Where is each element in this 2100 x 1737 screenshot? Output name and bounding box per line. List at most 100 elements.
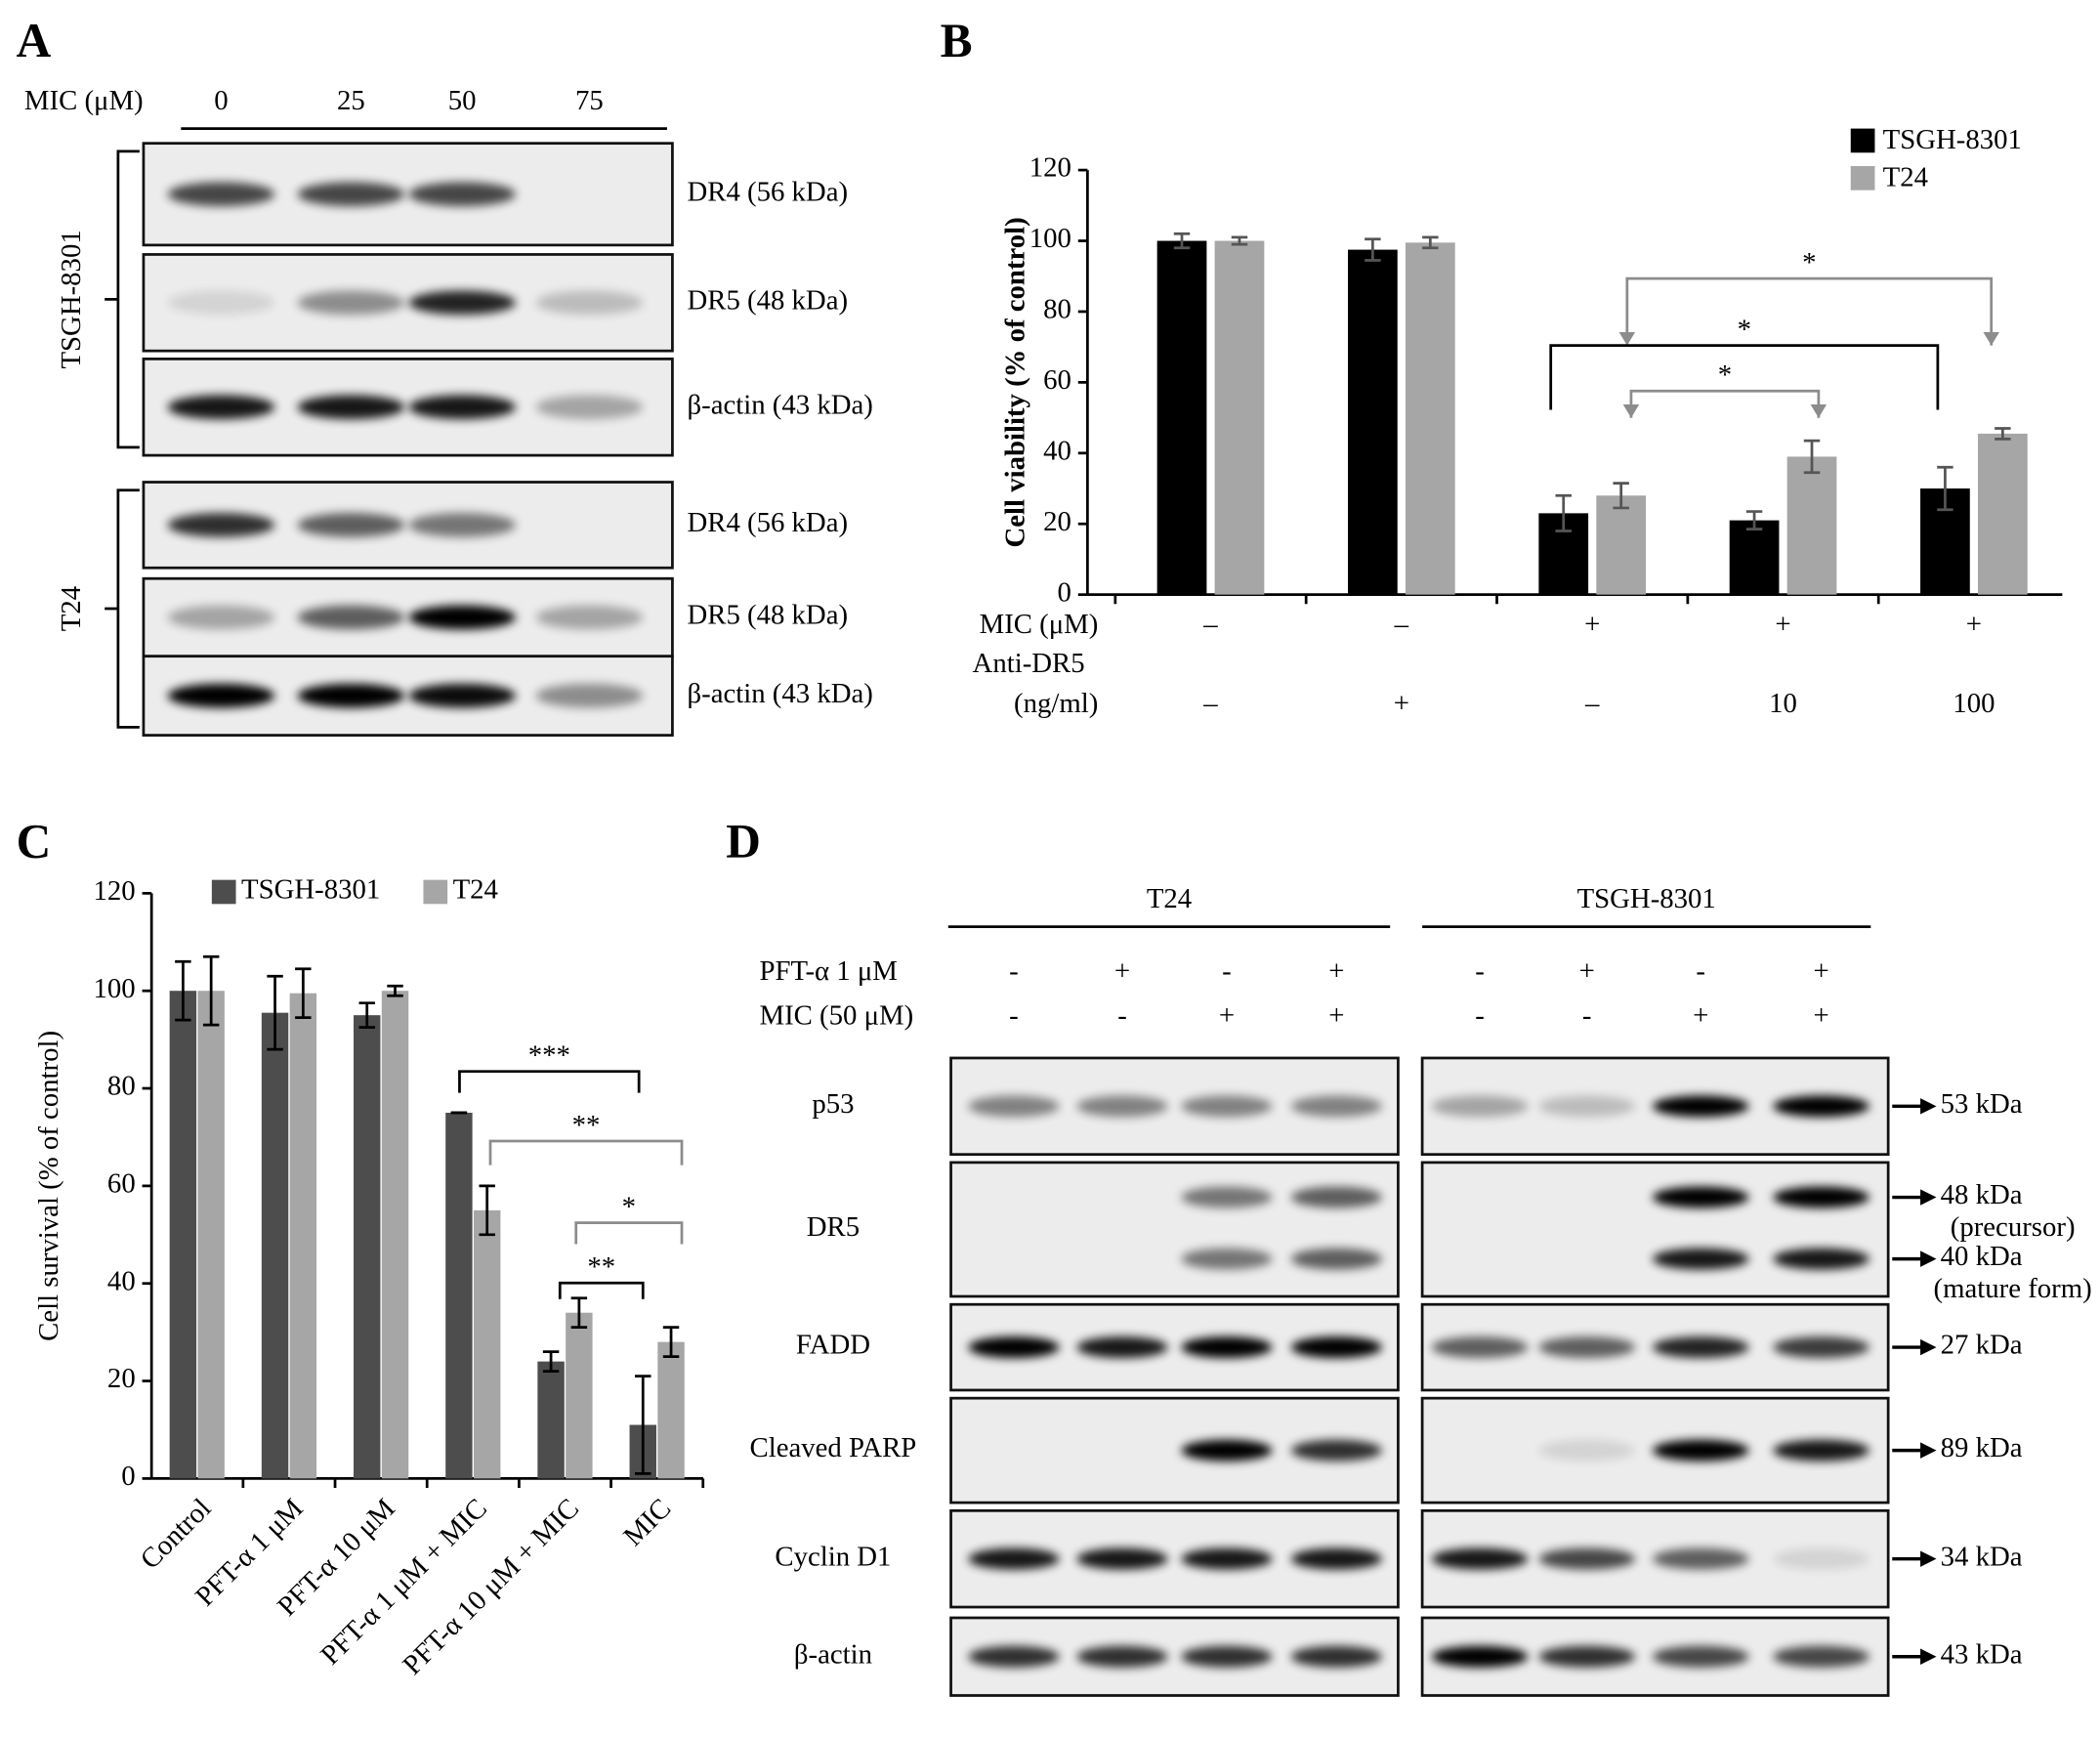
significance-label: *** [528, 1040, 570, 1072]
bar [1596, 495, 1647, 595]
band [1290, 1547, 1382, 1570]
legend-swatch [423, 879, 448, 905]
condition-sign: - [1222, 955, 1232, 987]
cell-line-label: TSGH-8301 [56, 230, 87, 368]
panel-label: B [941, 14, 973, 67]
band [1652, 1336, 1749, 1359]
legend-label: TSGH-8301 [1883, 124, 2022, 155]
bar [169, 991, 197, 1479]
cell-line-label: T24 [56, 586, 87, 631]
band [167, 395, 275, 420]
band [1773, 1095, 1869, 1118]
band [1652, 1439, 1749, 1462]
band [1652, 1547, 1749, 1570]
x-row-label: (ng/ml) [1014, 688, 1098, 719]
band [1538, 1645, 1636, 1668]
y-tick-label: 80 [107, 1071, 136, 1102]
blot [1420, 1161, 1890, 1298]
row-label: DR5 (48 kDa) [687, 600, 848, 631]
arrowhead [1920, 1442, 1937, 1459]
legend-label: T24 [453, 874, 498, 906]
band [1431, 1645, 1529, 1668]
row-label: DR4 (56 kDa) [687, 176, 848, 207]
significance-label: * [1738, 315, 1751, 346]
band [1652, 1645, 1749, 1668]
marker-size: 89 kDa [1941, 1432, 2023, 1463]
x-row-value: + [1966, 609, 1982, 640]
band [1181, 1248, 1273, 1270]
row-label: Cyclin D1 [775, 1541, 891, 1572]
band [297, 182, 405, 207]
marker-note: (mature form) [1934, 1273, 2092, 1304]
condition-sign: + [1813, 999, 1828, 1031]
group-label: TSGH-8301 [1577, 883, 1716, 914]
band [535, 605, 644, 630]
row-label: β-actin (43 kDa) [687, 389, 872, 420]
x-row-value: – [1584, 688, 1600, 719]
condition-label: PFT-α 1 μM [760, 955, 898, 987]
band [1290, 1186, 1382, 1208]
band [167, 683, 275, 708]
bar [1405, 242, 1455, 595]
band [408, 290, 517, 316]
row-label: DR4 (56 kDa) [687, 507, 848, 538]
condition-label: MIC (50 μM) [760, 999, 914, 1031]
y-tick-label: 40 [107, 1265, 136, 1296]
marker-size: 27 kDa [1941, 1330, 2023, 1361]
band [1181, 1095, 1273, 1118]
condition-sign: + [1693, 999, 1708, 1031]
band [1773, 1439, 1869, 1462]
bar [354, 1015, 381, 1479]
band [1181, 1186, 1273, 1208]
significance-bracket [1629, 389, 1821, 418]
lane-label: 50 [448, 85, 477, 116]
band [968, 1336, 1060, 1359]
lane-label: 25 [337, 85, 365, 116]
bar [1156, 240, 1207, 595]
band [1538, 1547, 1636, 1570]
band [1431, 1336, 1529, 1359]
band [1431, 1095, 1529, 1118]
marker-size: 40 kDa [1941, 1241, 2023, 1272]
row-label: p53 [812, 1088, 854, 1120]
arrowhead [1920, 1338, 1937, 1356]
y-tick-label: 20 [107, 1363, 136, 1394]
bracket [105, 488, 140, 729]
band [1773, 1336, 1869, 1359]
bar [1214, 240, 1265, 595]
bar [657, 1341, 685, 1479]
band [968, 1095, 1060, 1118]
bar [537, 1361, 565, 1479]
arrowhead [1920, 1189, 1937, 1206]
y-tick-label: 120 [1029, 152, 1071, 184]
band [1076, 1547, 1168, 1570]
band [1773, 1645, 1869, 1668]
band [1538, 1095, 1636, 1118]
bar [473, 1209, 501, 1479]
band [1181, 1336, 1273, 1359]
significance-label: ** [587, 1251, 615, 1283]
marker-size: 43 kDa [1941, 1638, 2023, 1670]
y-tick-label: 80 [1043, 294, 1071, 325]
band [1076, 1336, 1168, 1359]
band [1652, 1095, 1749, 1118]
band [1076, 1645, 1168, 1668]
blot [949, 1161, 1400, 1298]
band [1652, 1248, 1749, 1270]
band [1290, 1248, 1382, 1270]
bar [566, 1312, 593, 1479]
band [968, 1645, 1060, 1668]
band [297, 290, 405, 316]
marker-size: 48 kDa [1941, 1179, 2023, 1210]
significance-bracket [558, 1281, 645, 1299]
row-label: β-actin [794, 1638, 872, 1670]
band [297, 683, 405, 708]
band [1538, 1439, 1636, 1462]
panel-label: D [726, 815, 761, 868]
band [1652, 1186, 1749, 1208]
x-row-label: Anti-DR5 [973, 648, 1085, 679]
bar [1348, 249, 1398, 595]
significance-label: * [1802, 247, 1816, 278]
legend-label: T24 [1883, 161, 1928, 192]
